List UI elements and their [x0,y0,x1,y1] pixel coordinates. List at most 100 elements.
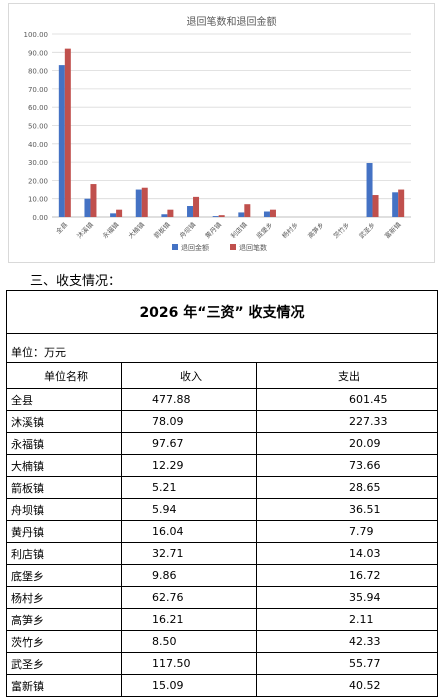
cell-name: 黄丹镇 [6,520,122,543]
cell-income: 5.94 [121,498,257,521]
cell-expense: 73.66 [256,454,438,477]
x-tick-label: 高笋乡 [306,220,326,240]
bar-amount [84,198,91,217]
bar-count [141,187,148,217]
legend-label: 退回笔数 [239,243,267,252]
cell-name: 大楠镇 [6,454,122,477]
y-tick-label: 30.00 [28,159,48,167]
table-title: 2026 年“三资” 收支情况 [6,290,438,334]
cell-income: 15.09 [121,674,257,697]
table-row: 茨竹乡 8.50 42.33 [6,630,438,653]
cell-income: 5.21 [121,476,257,499]
x-tick-label: 武圣乡 [357,220,377,240]
table-unit: 单位：万元 [6,333,438,363]
x-tick-label: 全县 [54,220,70,236]
table-row: 舟坝镇 5.94 36.51 [6,498,438,521]
cell-income: 9.86 [121,564,257,587]
y-tick-label: 80.00 [28,68,48,76]
table-row: 武圣乡 117.50 55.77 [6,652,438,675]
table-row: 富新镇 15.09 40.52 [6,674,438,697]
bar-count [90,184,97,217]
cell-expense: 42.33 [256,630,438,653]
bar-amount [161,214,168,217]
legend-label: 退回金额 [181,243,209,252]
y-tick-label: 100.00 [24,31,49,39]
x-tick-label: 黄丹镇 [203,220,224,241]
bar-amount [187,206,194,217]
bar-count [372,195,379,217]
cell-expense: 36.51 [256,498,438,521]
cell-name: 杨村乡 [6,586,122,609]
x-tick-label: 富新镇 [382,220,403,241]
table-row: 箭板镇 5.21 28.65 [6,476,438,499]
cell-expense: 20.09 [256,432,438,455]
cell-name: 永福镇 [6,432,122,455]
bar-amount [212,216,219,217]
bar-amount [135,189,142,217]
table-row: 全县 477.88 601.45 [6,388,438,411]
legend-swatch [230,244,236,250]
cell-name: 高笋乡 [6,608,122,631]
table-unit-row: 单位：万元 [6,333,438,363]
x-tick-label: 箭板镇 [152,220,173,241]
bar-amount [392,192,399,217]
x-tick-label: 杨村乡 [280,220,300,240]
bar-count [244,204,251,217]
y-tick-label: 70.00 [28,86,48,94]
y-tick-label: 0.00 [32,214,48,222]
bar-count [269,209,276,217]
bar-amount [110,213,117,217]
table-row: 底堡乡 9.86 16.72 [6,564,438,587]
chart-title: 退回笔数和退回金额 [187,15,277,28]
cell-name: 武圣乡 [6,652,122,675]
bar-amount [238,212,245,217]
x-tick-label: 大楠镇 [126,220,147,241]
x-tick-label: 茨竹乡 [331,220,351,240]
bar-count [193,196,200,217]
cell-expense: 227.33 [256,410,438,433]
x-tick-label: 利店镇 [229,220,250,241]
cell-name: 舟坝镇 [6,498,122,521]
table-row: 杨村乡 62.76 35.94 [6,586,438,609]
header-income: 收入 [121,362,257,389]
bar-chart: 退回笔数和退回金额 0.00 10.00 20.00 30.00 40.00 50.00 60… [24,15,411,252]
y-tick-label: 20.00 [28,177,48,185]
bar-count [167,209,174,217]
cell-expense: 14.03 [256,542,438,565]
bar-count [398,189,405,217]
table-title-row: 2026 年“三资” 收支情况 [6,290,438,334]
cell-expense: 40.52 [256,674,438,697]
cell-name: 全县 [6,388,122,411]
cell-income: 32.71 [121,542,257,565]
x-tick-label: 沐溪镇 [75,220,96,241]
table-row: 大楠镇 12.29 73.66 [6,454,438,477]
cell-income: 12.29 [121,454,257,477]
cell-name: 利店镇 [6,542,122,565]
legend-swatch [172,244,178,250]
bar-amount [366,163,373,217]
cell-income: 16.04 [121,520,257,543]
cell-expense: 55.77 [256,652,438,675]
header-name: 单位名称 [6,362,122,389]
cell-income: 62.76 [121,586,257,609]
x-tick-label: 舟坝镇 [177,220,198,241]
table-row: 高笋乡 16.21 2.11 [6,608,438,631]
table-header-row: 单位名称 收入 支出 [6,362,438,389]
y-tick-label: 40.00 [28,141,48,149]
bar-count [116,209,123,217]
table-row: 黄丹镇 16.04 7.79 [6,520,438,543]
chart-container: 退回笔数和退回金额 0.00 10.00 20.00 30.00 40.00 50.00 60… [8,3,435,263]
y-tick-label: 90.00 [28,49,48,57]
bar-amount [58,65,65,217]
cell-name: 沐溪镇 [6,410,122,433]
table-row: 利店镇 32.71 14.03 [6,542,438,565]
cell-expense: 7.79 [256,520,438,543]
cell-expense: 601.45 [256,388,438,411]
cell-income: 8.50 [121,630,257,653]
finance-table: 2026 年“三资” 收支情况 单位：万元 单位名称 收入 支出 全县 477.8… [6,290,438,697]
bar-count [64,48,71,217]
section-heading: 三、收支情况： [30,274,122,289]
bar-amount [263,211,270,217]
cell-name: 底堡乡 [6,564,122,587]
cell-expense: 2.11 [256,608,438,631]
